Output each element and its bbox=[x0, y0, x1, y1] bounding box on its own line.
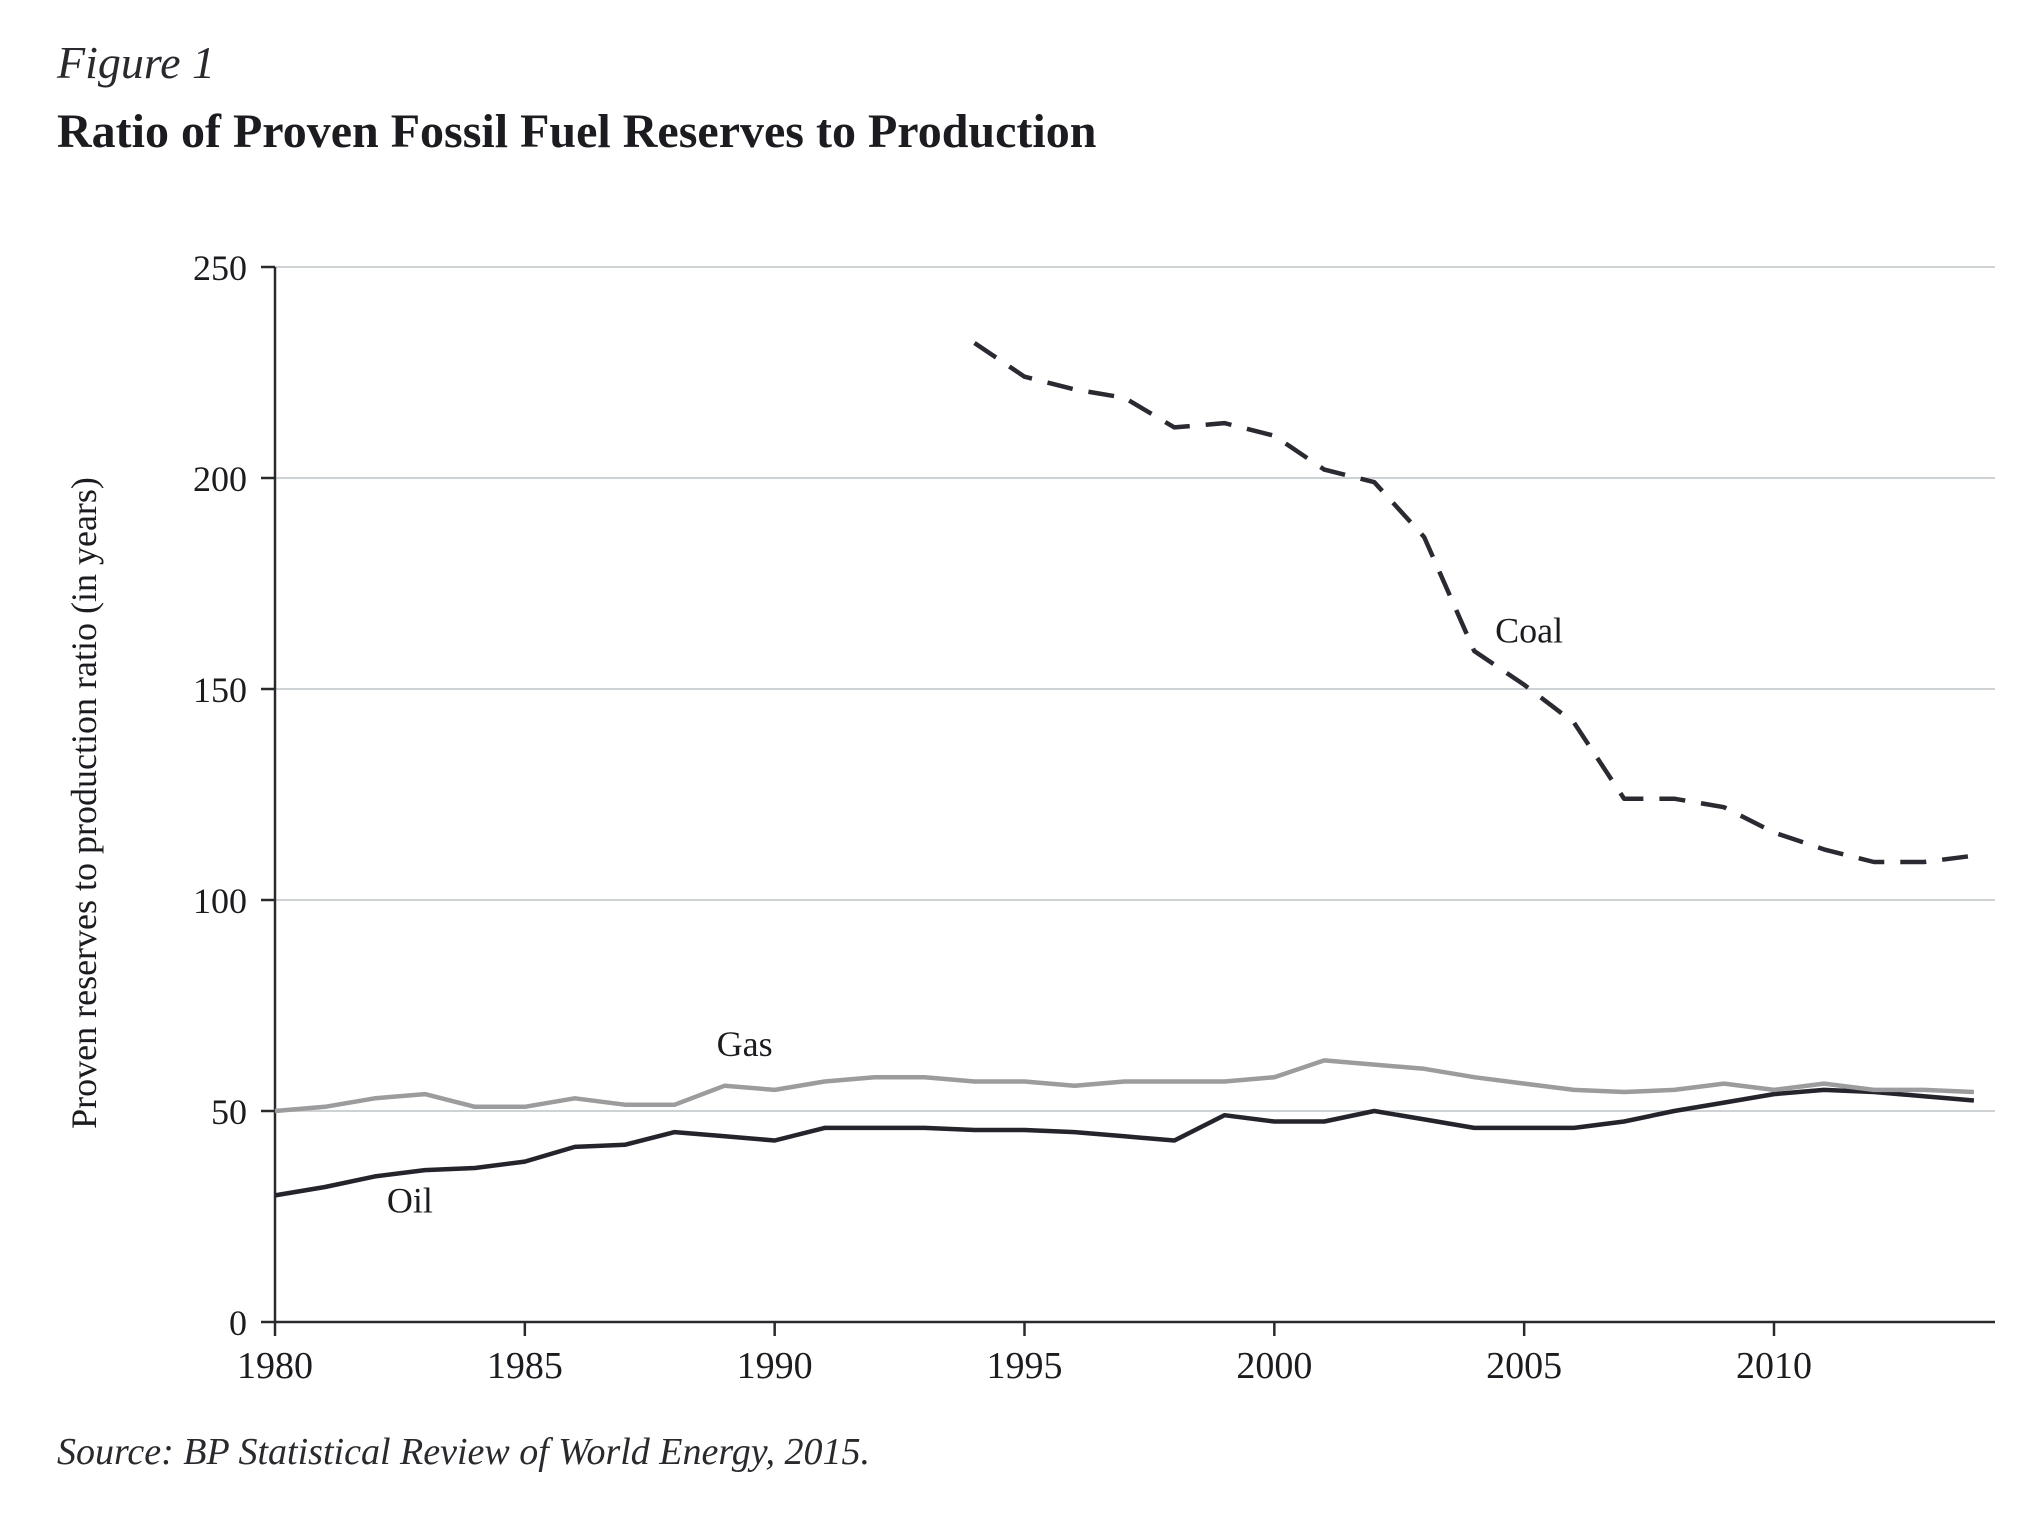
y-axis-label: Proven reserves to production ratio (in … bbox=[64, 477, 104, 1129]
series-lines bbox=[274, 341, 1975, 1198]
y-tick-label-50: 50 bbox=[211, 1092, 247, 1132]
y-tick-label-200: 200 bbox=[193, 459, 247, 499]
axes: 0 50 100 150 200 250 1980 1985 1990 1995 2000 2005 2… bbox=[193, 248, 1995, 1387]
x-tick-label-2005: 2005 bbox=[1486, 1345, 1562, 1387]
series-label-coal: Coal bbox=[1495, 611, 1563, 651]
source-note: Source: BP Statistical Review of World E… bbox=[57, 1431, 871, 1473]
series-label-gas: Gas bbox=[717, 1024, 773, 1064]
grid-lines bbox=[275, 266, 1995, 1112]
series-labels: Oil Gas Coal bbox=[387, 611, 1563, 1221]
chart-title: Ratio of Proven Fossil Fuel Reserves to … bbox=[57, 105, 1097, 158]
y-tick-label-100: 100 bbox=[193, 881, 247, 921]
series-label-oil: Oil bbox=[387, 1180, 433, 1220]
y-tick-label-0: 0 bbox=[229, 1303, 247, 1343]
x-tick-label-1995: 1995 bbox=[987, 1345, 1063, 1387]
series-line-coal bbox=[973, 341, 1975, 865]
x-tick-label-1985: 1985 bbox=[487, 1345, 563, 1387]
x-tick-label-2000: 2000 bbox=[1236, 1345, 1312, 1387]
series-line-oil bbox=[274, 1087, 1975, 1198]
y-tick-label-150: 150 bbox=[193, 670, 247, 710]
x-tick-label-1990: 1990 bbox=[737, 1345, 813, 1387]
y-tick-label-250: 250 bbox=[193, 248, 247, 288]
x-tick-label-2010: 2010 bbox=[1736, 1345, 1812, 1387]
x-tick-label-1980: 1980 bbox=[237, 1345, 313, 1387]
series-line-gas bbox=[274, 1058, 1974, 1114]
figure-label: Figure 1 bbox=[57, 37, 215, 88]
